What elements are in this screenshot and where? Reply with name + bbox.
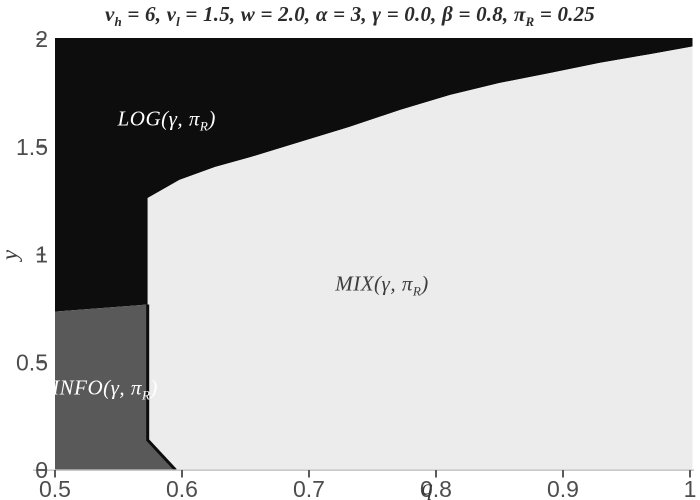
x-tick-label: 0.9 [547, 476, 579, 500]
region-label-info: INFO(γ, πR) [52, 375, 158, 403]
x-tick-label: 0.5 [39, 476, 71, 500]
y-tick-label: 0.5 [16, 349, 48, 375]
x-tick-label: 1 [684, 476, 697, 500]
y-tick-label: 2 [35, 26, 48, 52]
x-tick-label: 0.6 [166, 476, 198, 500]
region-info-mix-border [146, 304, 177, 472]
region-mix-fill [147, 46, 693, 470]
y-tick-label: 0 [35, 457, 48, 483]
figure-title: vh = 6, vl = 1.5, w = 2.0, α = 3, γ = 0.… [104, 2, 596, 30]
x-axis-title: q [421, 475, 433, 500]
region-info-fill [55, 304, 176, 470]
y-tick-label: 1.5 [16, 134, 48, 160]
region-log-fill [55, 38, 693, 312]
x-tick-label: 0.8 [420, 476, 452, 500]
y-axis-title: y [0, 250, 23, 260]
x-tick-label: 0.7 [293, 476, 325, 500]
region-label-mix: MIX(γ, πR) [335, 271, 429, 299]
x-axis-ticks: 0.5 0.6 0.7 0.8 0.9 1 [39, 470, 696, 500]
region-label-log: LOG(γ, πR) [117, 106, 216, 134]
y-tick-label: 1 [35, 242, 48, 268]
y-axis-ticks: 0 0.5 1 1.5 2 [16, 26, 48, 483]
